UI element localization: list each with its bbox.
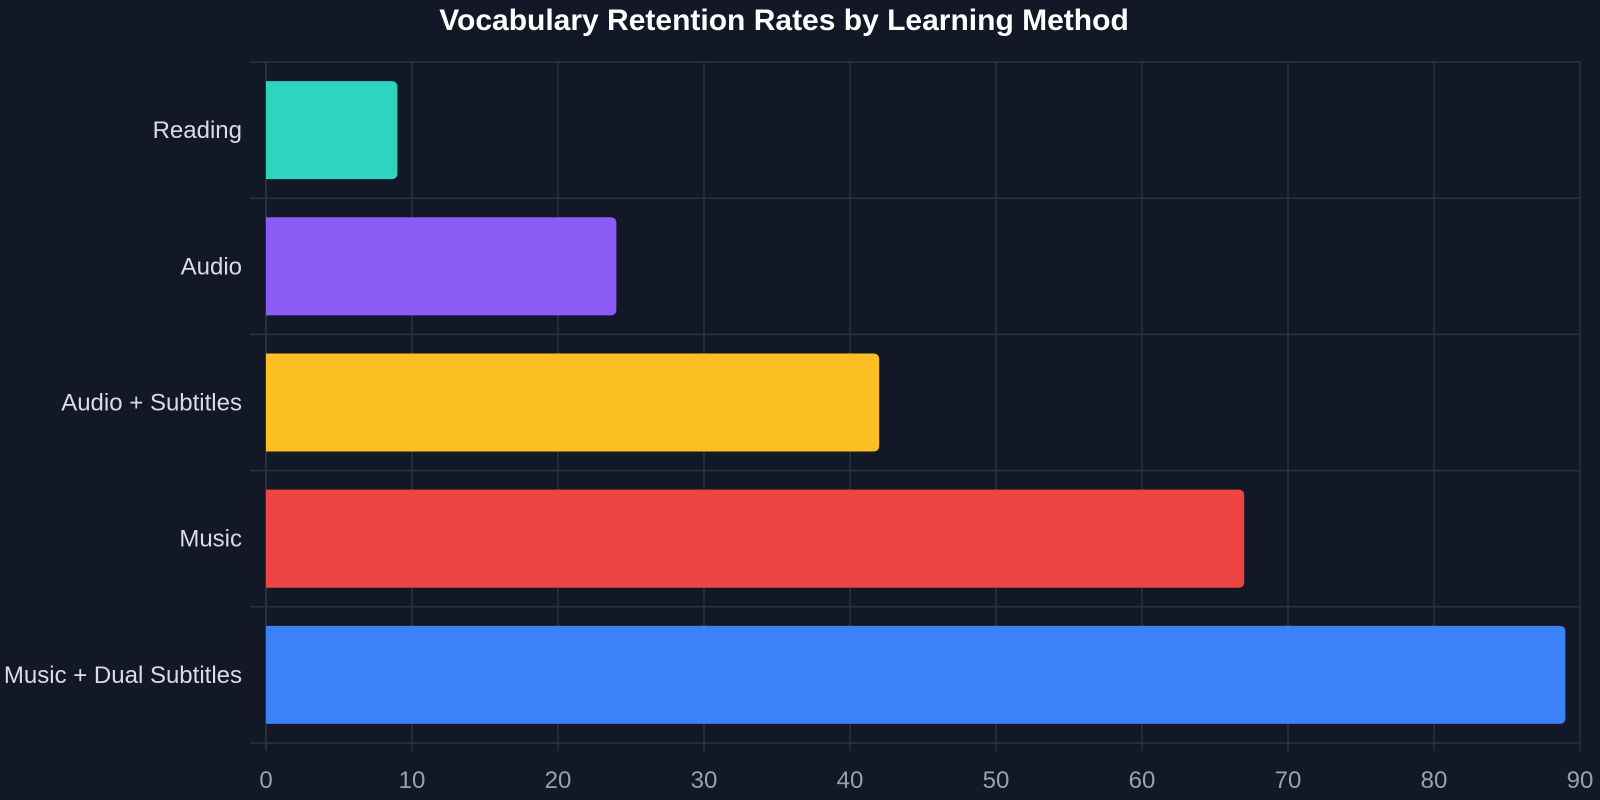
category-label: Music + Dual Subtitles	[4, 662, 242, 689]
x-tick-label: 40	[837, 767, 864, 794]
x-tick-label: 80	[1421, 767, 1448, 794]
category-label: Reading	[153, 117, 242, 144]
bar-audio-subtitles	[266, 353, 880, 452]
category-label: Audio + Subtitles	[61, 390, 242, 417]
x-tick-label: 20	[545, 767, 572, 794]
x-tick-label: 0	[259, 767, 272, 794]
bar-audio	[266, 217, 617, 316]
x-tick-label: 90	[1567, 767, 1594, 794]
x-tick-label: 60	[1129, 767, 1156, 794]
x-tick-label: 50	[983, 767, 1010, 794]
bar-music-dual-subtitles	[266, 625, 1566, 724]
bar-layer	[266, 81, 1566, 724]
x-axis-ticks: 0 10 20 30 40 50 60 70 80 90	[259, 767, 1593, 794]
category-label: Music	[179, 526, 242, 553]
bar-music	[266, 489, 1245, 588]
chart-title: Vocabulary Retention Rates by Learning M…	[439, 4, 1129, 37]
x-tick-label: 70	[1275, 767, 1302, 794]
x-tick-label: 30	[691, 767, 718, 794]
category-label: Audio	[181, 253, 242, 280]
x-tick-label: 10	[399, 767, 426, 794]
bar-reading	[266, 81, 398, 180]
category-labels: Reading Audio Audio + Subtitles Music Music …	[4, 117, 242, 689]
